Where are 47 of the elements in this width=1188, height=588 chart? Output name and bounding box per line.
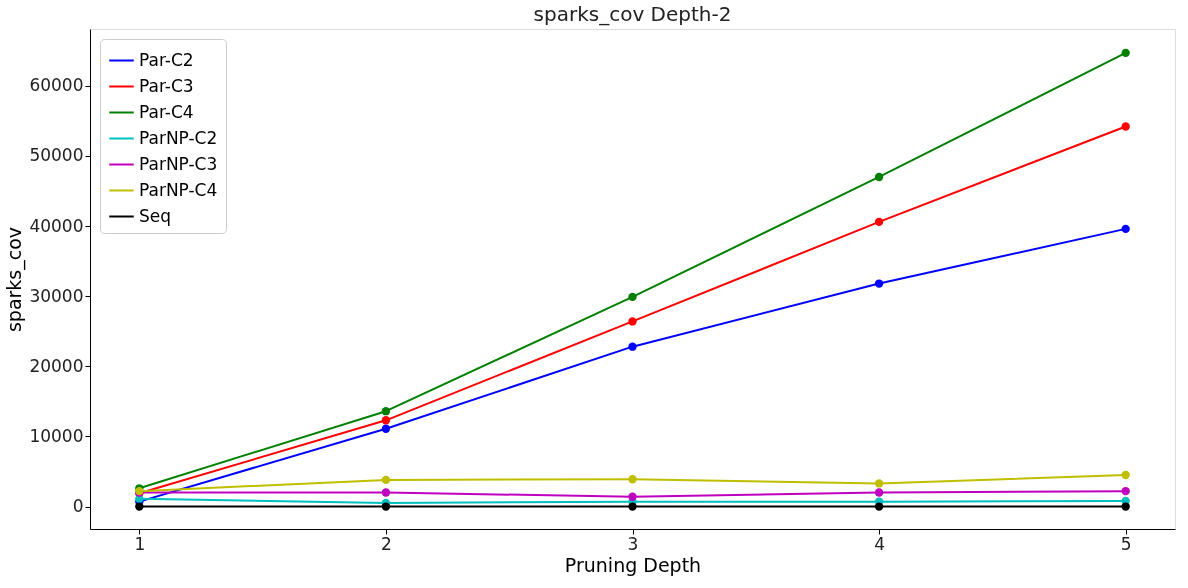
y-axis-title: sparks_cov — [3, 226, 27, 333]
point — [381, 502, 391, 511]
point — [628, 492, 637, 501]
point — [874, 217, 884, 227]
point — [381, 424, 391, 433]
legend-label: Seq — [139, 205, 172, 226]
x-tick-label: 3 — [627, 533, 639, 554]
legend-label: ParNP-C4 — [139, 179, 218, 200]
legend-label: ParNP-C2 — [139, 127, 218, 148]
point — [874, 172, 884, 182]
point — [874, 502, 884, 511]
point — [874, 279, 884, 288]
x-axis-title: Pruning Depth — [564, 553, 702, 576]
chart-title: sparks_cov Depth-2 — [533, 2, 732, 26]
point — [874, 488, 884, 497]
point — [381, 488, 391, 497]
y-tick-label: 50000 — [29, 145, 84, 166]
point — [135, 502, 144, 511]
point — [1121, 470, 1130, 480]
x-tick-label: 1 — [134, 533, 146, 554]
point — [628, 502, 637, 511]
point — [1121, 224, 1130, 234]
point — [1121, 502, 1130, 511]
point — [628, 317, 637, 326]
x-tick-label: 4 — [874, 533, 885, 554]
point — [1121, 486, 1130, 496]
point — [874, 479, 884, 488]
legend-label: ParNP-C3 — [139, 153, 218, 174]
y-tick-label: 40000 — [29, 215, 84, 236]
y-tick-label: 0 — [72, 496, 84, 517]
y-tick-label: 20000 — [29, 355, 84, 376]
point — [381, 475, 391, 485]
point — [381, 416, 391, 425]
point — [381, 407, 391, 416]
x-tick-label: 2 — [381, 533, 392, 554]
point — [1121, 122, 1130, 131]
legend-label: Par-C2 — [139, 49, 194, 70]
point — [628, 475, 637, 484]
point — [628, 342, 637, 351]
point — [628, 292, 637, 302]
x-tick-label: 5 — [1120, 533, 1132, 554]
y-tick-label: 60000 — [29, 75, 84, 96]
y-tick-label: 10000 — [29, 425, 84, 446]
legend-label: Par-C3 — [139, 75, 194, 96]
point — [1121, 48, 1130, 58]
legend-label: Par-C4 — [139, 101, 194, 122]
y-tick-label: 30000 — [29, 285, 84, 306]
